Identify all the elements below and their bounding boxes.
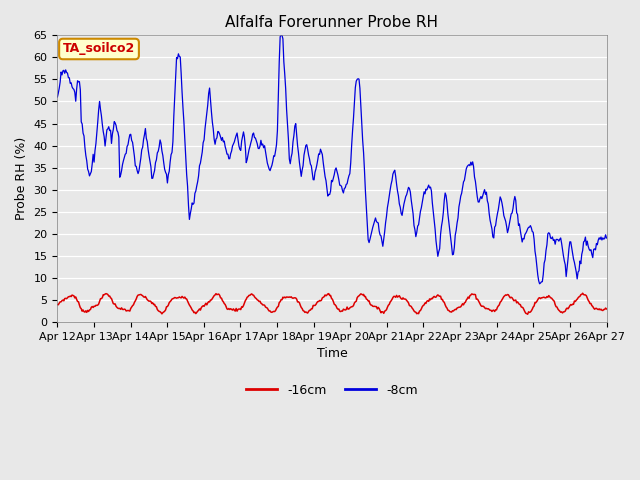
Title: Alfalfa Forerunner Probe RH: Alfalfa Forerunner Probe RH bbox=[225, 15, 438, 30]
Legend: -16cm, -8cm: -16cm, -8cm bbox=[241, 379, 423, 402]
Text: TA_soilco2: TA_soilco2 bbox=[63, 43, 135, 56]
X-axis label: Time: Time bbox=[317, 347, 348, 360]
Y-axis label: Probe RH (%): Probe RH (%) bbox=[15, 137, 28, 220]
